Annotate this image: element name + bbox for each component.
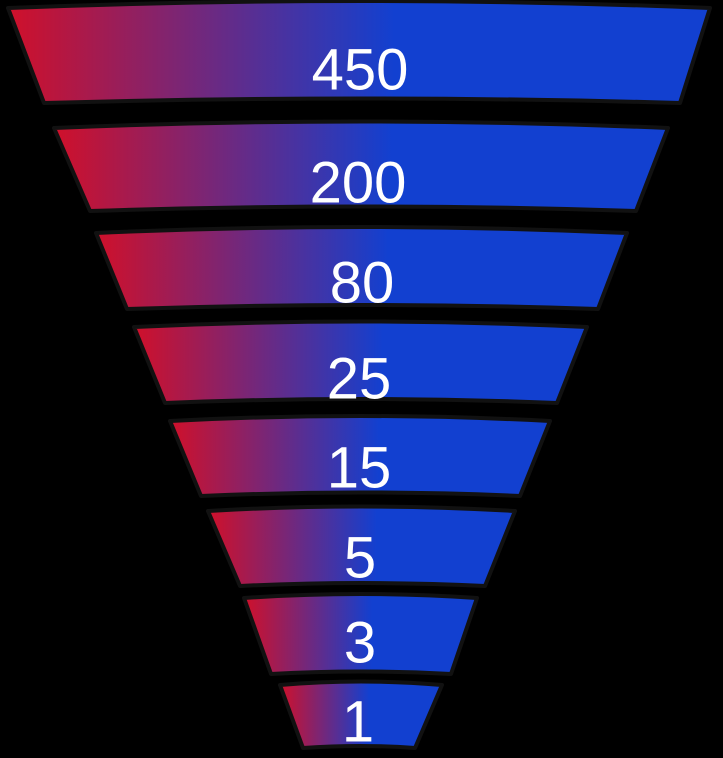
funnel-stage-3-shape — [94, 225, 629, 311]
funnel-stage-1-shape — [6, 0, 712, 105]
funnel-stage-4-label: 25 — [327, 347, 392, 412]
funnel-stage-7-label: 3 — [344, 611, 376, 676]
funnel-stage-5: 15 — [168, 414, 552, 501]
funnel-stage-3: 80 — [94, 225, 629, 316]
funnel-stage-3-label: 80 — [330, 251, 395, 316]
funnel-stage-2: 200 — [52, 119, 670, 216]
funnel-stage-4: 25 — [132, 319, 589, 412]
funnel-stage-6-label: 5 — [344, 526, 376, 591]
funnel-stage-8-shape — [278, 679, 444, 750]
funnel-stage-6-shape — [206, 504, 517, 588]
funnel-stage-1-label: 450 — [312, 38, 409, 103]
funnel-stage-6: 5 — [206, 504, 517, 591]
funnel-stage-1: 450 — [6, 0, 712, 105]
funnel-stage-5-label: 15 — [327, 436, 392, 501]
funnel-stage-2-label: 200 — [310, 151, 407, 216]
funnel-stage-8-label: 1 — [342, 690, 374, 755]
funnel-stage-5-shape — [168, 414, 552, 498]
funnel-stage-4-shape — [132, 319, 589, 405]
funnel-stage-7-shape — [242, 592, 479, 676]
funnel-stage-2-shape — [52, 119, 670, 213]
funnel-stage-7: 3 — [242, 592, 479, 676]
funnel-stage-8: 1 — [278, 679, 444, 755]
